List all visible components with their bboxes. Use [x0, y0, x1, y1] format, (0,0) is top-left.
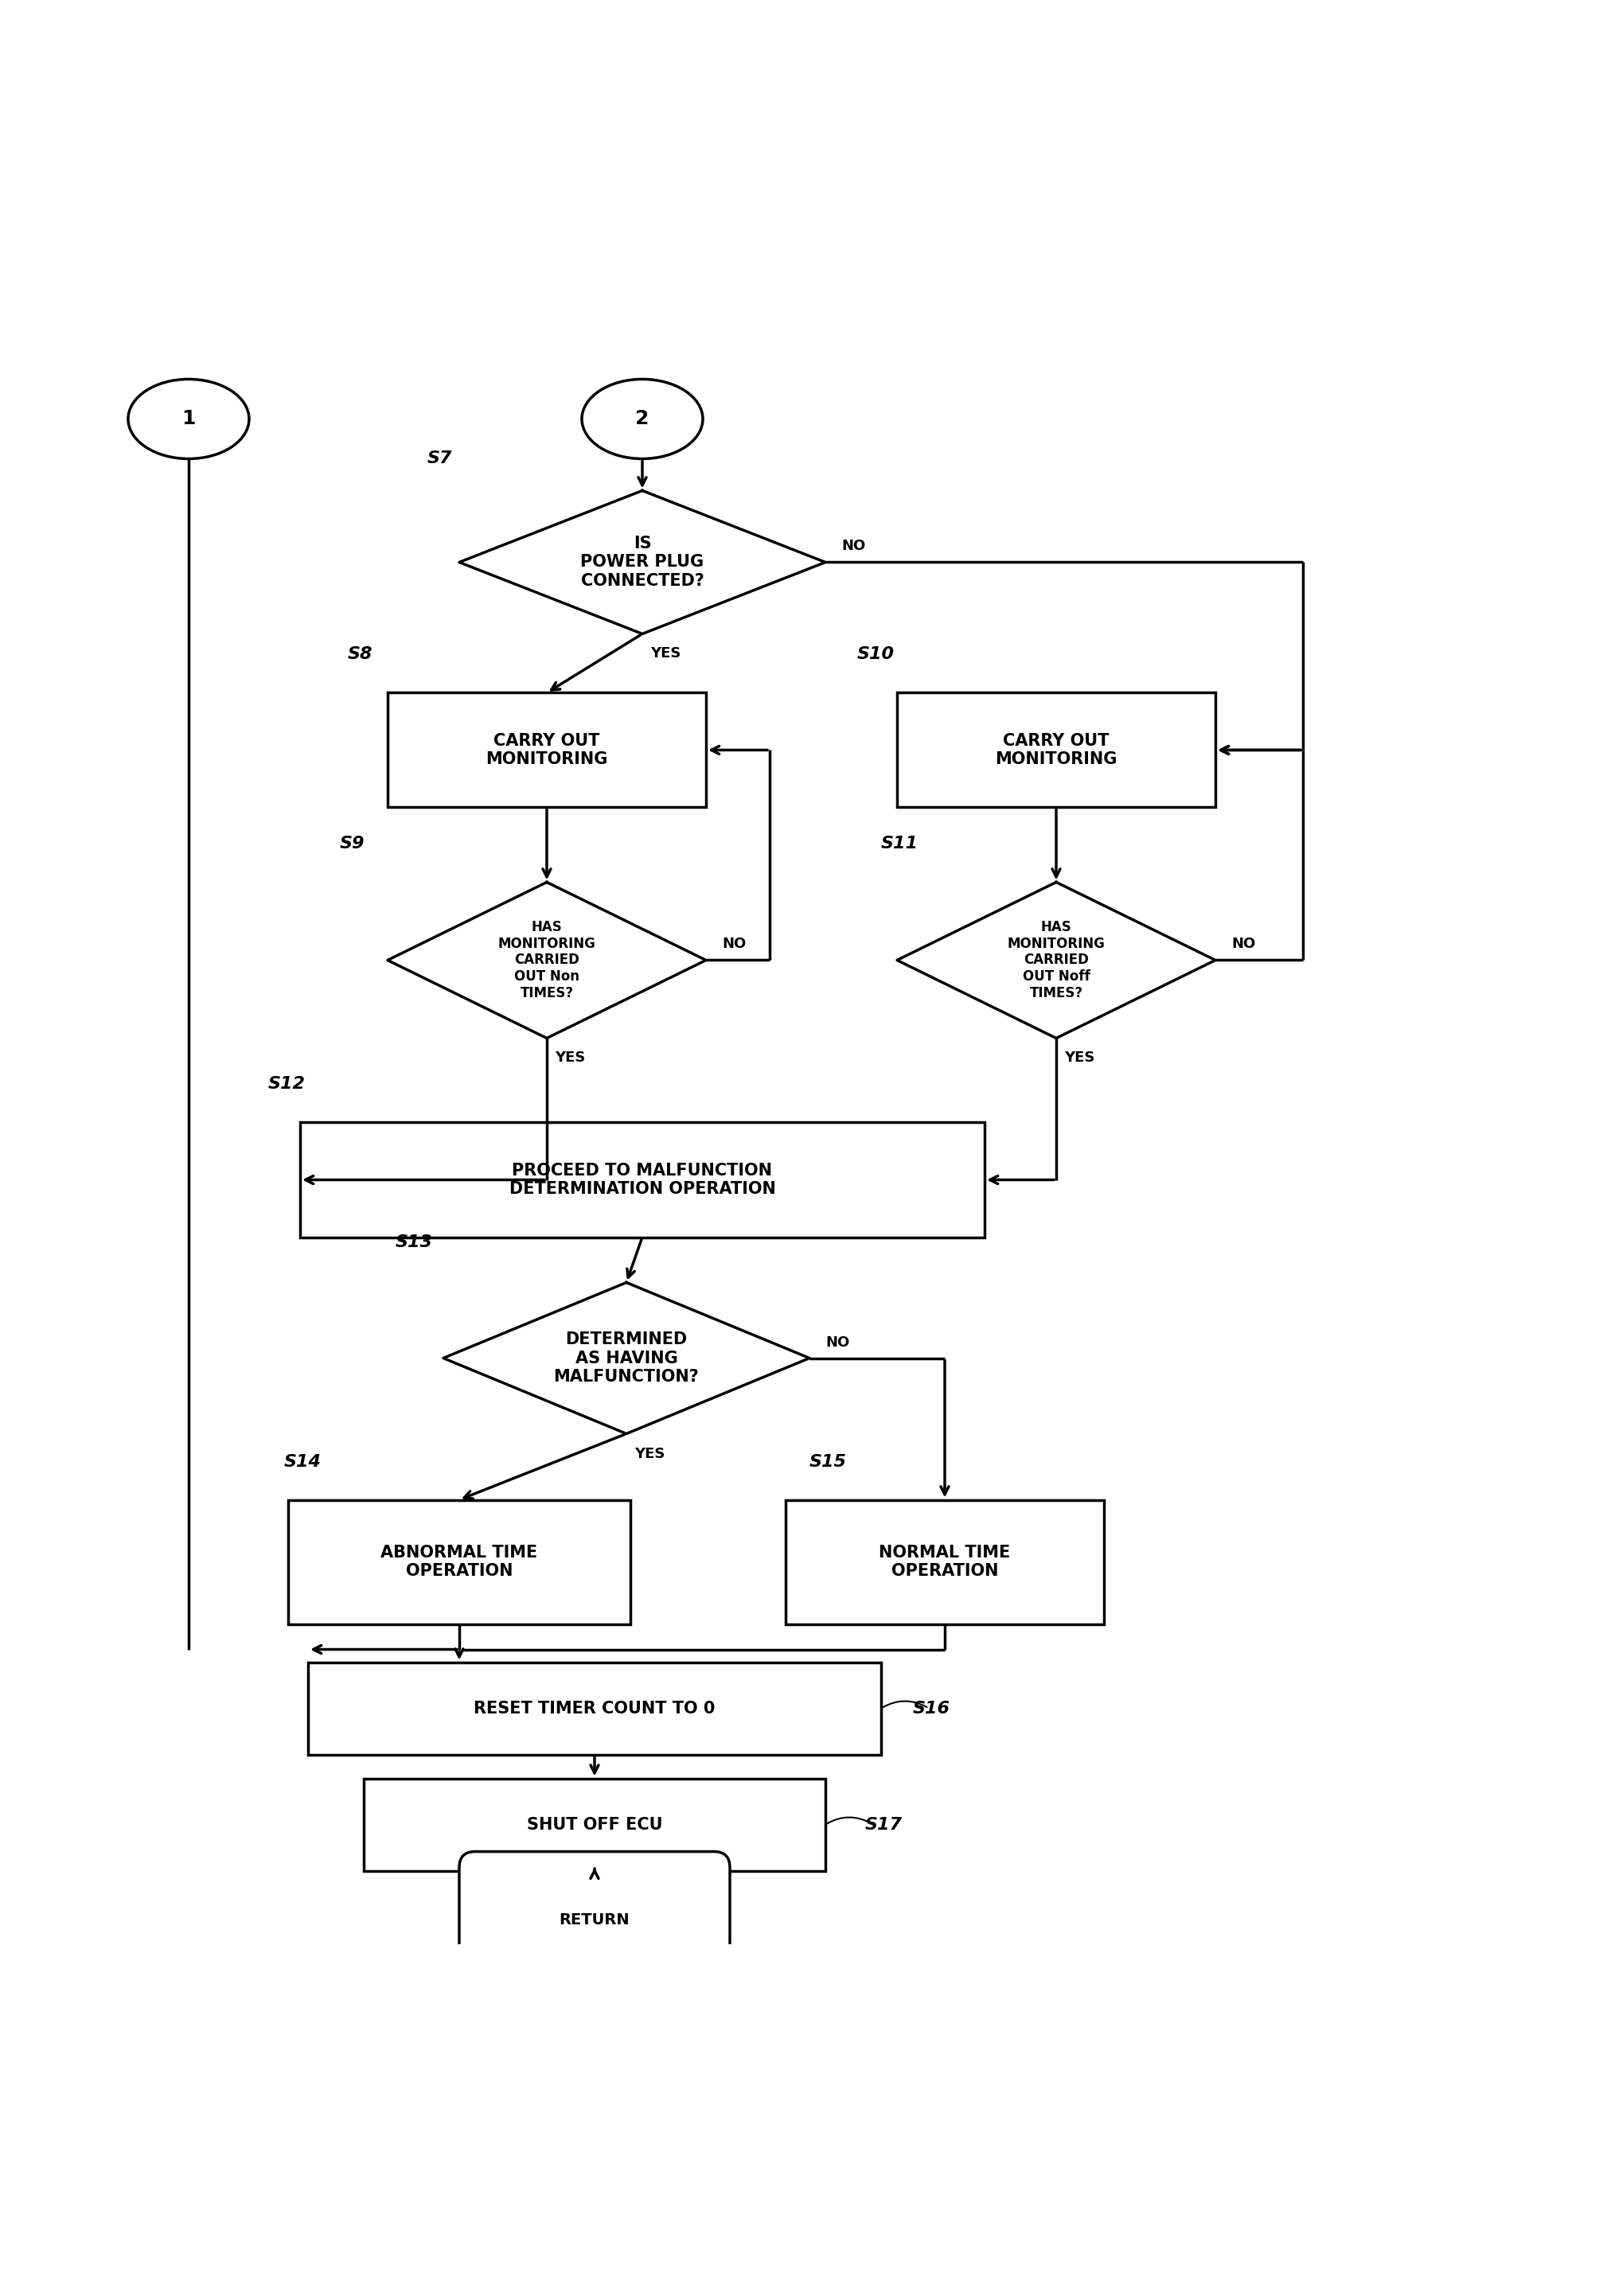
Bar: [388, 693, 705, 808]
Text: SHUT OFF ECU: SHUT OFF ECU: [527, 1816, 662, 1832]
Bar: [364, 1779, 826, 1871]
Text: S11: S11: [882, 836, 919, 852]
FancyBboxPatch shape: [458, 1851, 729, 1988]
Text: S14: S14: [284, 1453, 322, 1469]
Text: ABNORMAL TIME
OPERATION: ABNORMAL TIME OPERATION: [382, 1545, 537, 1580]
Polygon shape: [444, 1283, 810, 1433]
Text: IS
POWER PLUG
CONNECTED?: IS POWER PLUG CONNECTED?: [580, 535, 704, 588]
Text: YES: YES: [635, 1446, 665, 1460]
Text: YES: YES: [651, 647, 681, 661]
Bar: [785, 1499, 1104, 1623]
Text: 2: 2: [635, 409, 649, 429]
Text: S15: S15: [810, 1453, 846, 1469]
Text: RESET TIMER COUNT TO 0: RESET TIMER COUNT TO 0: [474, 1701, 715, 1717]
Text: CARRY OUT
MONITORING: CARRY OUT MONITORING: [486, 732, 608, 767]
Bar: [289, 1499, 630, 1623]
Polygon shape: [388, 882, 705, 1038]
Text: PROCEED TO MALFUNCTION
DETERMINATION OPERATION: PROCEED TO MALFUNCTION DETERMINATION OPE…: [510, 1162, 776, 1196]
Text: CARRY OUT
MONITORING: CARRY OUT MONITORING: [995, 732, 1117, 767]
Bar: [898, 693, 1215, 808]
Text: RETURN: RETURN: [559, 1913, 630, 1929]
Ellipse shape: [128, 379, 248, 459]
Text: S8: S8: [348, 647, 373, 664]
Text: HAS
MONITORING
CARRIED
OUT Noff
TIMES?: HAS MONITORING CARRIED OUT Noff TIMES?: [1007, 921, 1104, 1001]
Text: YES: YES: [555, 1052, 585, 1065]
Text: NO: NO: [826, 1334, 850, 1350]
Text: NO: NO: [721, 937, 745, 951]
Text: S13: S13: [396, 1233, 433, 1249]
Text: S17: S17: [866, 1816, 902, 1832]
Ellipse shape: [582, 379, 702, 459]
Text: NO: NO: [842, 540, 866, 553]
Polygon shape: [898, 882, 1215, 1038]
Text: DETERMINED
AS HAVING
MALFUNCTION?: DETERMINED AS HAVING MALFUNCTION?: [553, 1332, 699, 1384]
Bar: [300, 1123, 984, 1238]
Text: YES: YES: [1064, 1052, 1095, 1065]
Text: S16: S16: [914, 1701, 951, 1717]
Text: S9: S9: [340, 836, 365, 852]
Polygon shape: [458, 491, 826, 634]
Text: S12: S12: [268, 1077, 306, 1093]
Text: 1: 1: [181, 409, 196, 429]
Text: S10: S10: [858, 647, 894, 664]
Text: NO: NO: [1231, 937, 1255, 951]
Text: HAS
MONITORING
CARRIED
OUT Non
TIMES?: HAS MONITORING CARRIED OUT Non TIMES?: [499, 921, 596, 1001]
Text: NORMAL TIME
OPERATION: NORMAL TIME OPERATION: [878, 1545, 1010, 1580]
Text: S7: S7: [428, 450, 452, 466]
Bar: [308, 1662, 882, 1754]
